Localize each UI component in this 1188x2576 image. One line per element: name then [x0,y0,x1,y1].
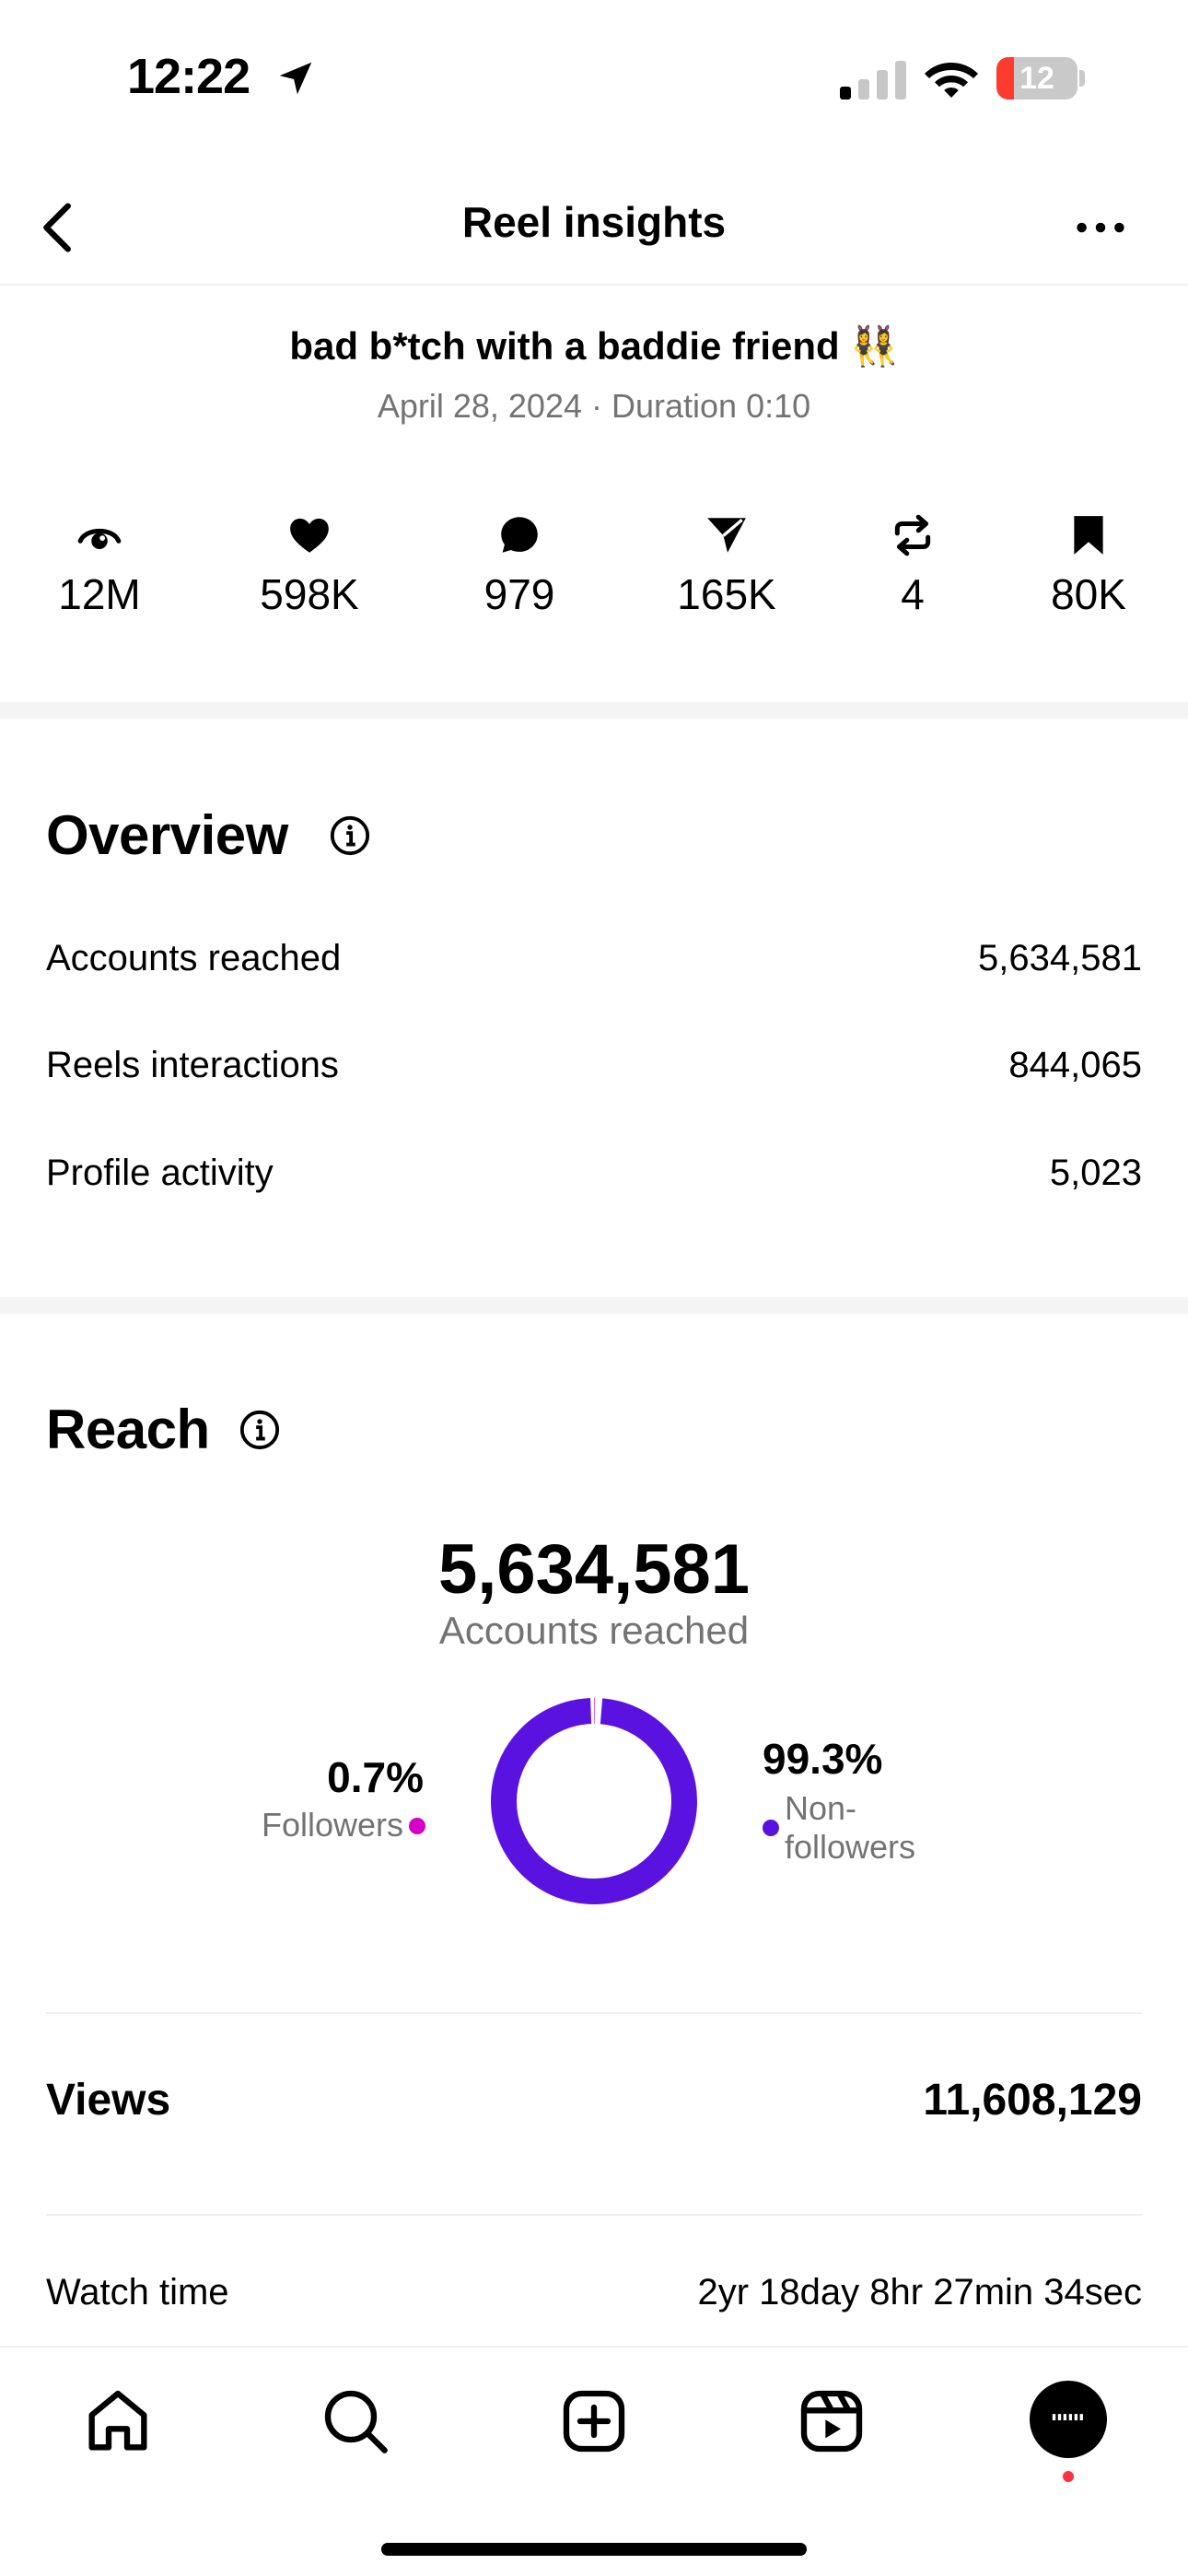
stat-value: 598K [260,570,359,618]
reel-meta: April 28, 2024 · Duration 0:10 [377,387,811,425]
cellular-signal-icon [840,61,906,100]
row-value: 5,634,581 [978,938,1142,978]
create-icon [563,2390,625,2453]
info-icon[interactable] [239,1409,281,1451]
battery-icon: 12 [996,57,1085,100]
overview-row-profile-activity[interactable]: Profile activity 5,023 [46,1153,1142,1208]
bottom-tab-bar: ▮▮▮▮▮▮ [0,2346,1188,2576]
back-button[interactable] [28,195,92,260]
repost-icon [894,514,931,556]
overview-row-reels-interactions[interactable]: Reels interactions 844,065 [46,1045,1142,1100]
wifi-icon [925,63,978,98]
row-label: Reels interactions [46,1045,339,1085]
heart-icon [290,518,329,553]
tab-home[interactable] [81,2384,155,2458]
row-label: Profile activity [46,1153,274,1193]
tab-profile-avatar[interactable]: ▮▮▮▮▮▮ [1030,2381,1107,2458]
reach-total-label: Accounts reached [438,1609,750,1652]
non-followers-label: Non-followers [785,1789,916,1866]
section-divider [0,1297,1188,1314]
location-arrow-icon [279,62,312,95]
more-horizontal-icon [1077,222,1124,233]
row-label: Accounts reached [46,938,342,978]
non-followers-legend-dot [763,1820,779,1836]
followers-percent: 0.7% [327,1753,424,1801]
reach-title: Reach [46,1399,210,1460]
eye-icon [77,528,122,549]
followers-legend-dot [409,1818,425,1834]
engagement-stats: 12M 598K 979 165K 4 80K [0,512,1188,641]
divider [46,2214,1142,2216]
stat-value: 979 [483,570,555,618]
stat-saves: 80K [996,512,1181,619]
stat-value: 165K [677,570,776,618]
avatar-image: ▮▮▮▮▮▮ [1052,2412,1085,2421]
watch-time-label: Watch time [46,2272,229,2313]
divider [46,2012,1142,2014]
home-icon [88,2390,147,2451]
stat-value: 4 [901,570,925,618]
stat-comments: 979 [427,512,611,619]
chevron-left-icon [43,203,71,252]
non-followers-percent: 99.3% [763,1735,883,1783]
followers-label: Followers [261,1806,403,1844]
search-icon [324,2390,388,2453]
battery-fill [996,57,1014,100]
status-bar: 12:22 12 [0,0,1188,157]
row-value: 844,065 [1008,1045,1142,1085]
tab-reels[interactable] [795,2384,868,2458]
stat-views: 12M [7,512,192,619]
page-title: Reel insights [461,198,727,246]
donut-segment-followers [491,1698,697,1904]
tab-create[interactable] [557,2384,631,2458]
info-icon[interactable] [329,814,371,857]
comment-icon [501,517,538,553]
section-divider [0,702,1188,719]
bookmark-icon [1074,516,1103,555]
tab-search[interactable] [319,2384,392,2458]
overview-row-accounts-reached[interactable]: Accounts reached 5,634,581 [46,938,1142,993]
views-label: Views [46,2076,171,2125]
reel-title: bad b*tch with a baddie friend 👯‍♀️ [289,324,899,368]
overview-title: Overview [46,804,288,866]
stat-value: 80K [1051,570,1126,618]
battery-level: 12 [1019,61,1054,96]
home-indicator[interactable] [381,2543,807,2556]
stat-value: 12M [58,570,141,618]
watch-time-row[interactable]: Watch time 2yr 18day 8hr 27min 34sec [46,2272,1142,2327]
reach-donut-chart [491,1698,697,1904]
donut-segment-non-followers [491,1698,697,1904]
reach-total: 5,634,581 [437,1530,751,1609]
stat-reposts: 4 [821,512,1005,619]
row-value: 5,023 [1049,1153,1142,1193]
watch-time-value: 2yr 18day 8hr 27min 34sec [697,2272,1143,2313]
nav-bar: Reel insights [0,175,1188,286]
stat-likes: 598K [217,512,402,619]
share-icon [707,518,746,553]
views-value: 11,608,129 [923,2076,1142,2125]
reels-icon [800,2390,863,2453]
status-time: 12:22 [127,49,250,104]
more-options-button[interactable] [1068,195,1133,260]
notification-dot [1063,2471,1074,2482]
stat-shares: 165K [635,512,819,619]
